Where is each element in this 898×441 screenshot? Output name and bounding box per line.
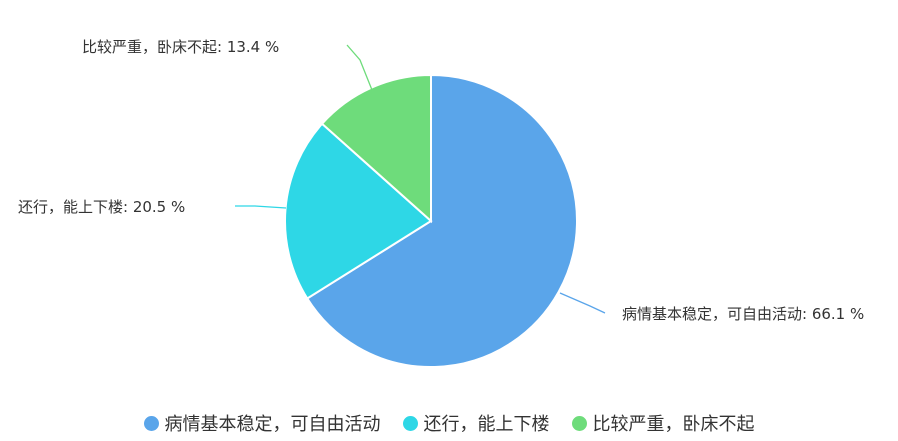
legend-label: 病情基本稳定，可自由活动 <box>164 414 381 435</box>
slice-data-label: 病情基本稳定，可自由活动: 66.1 % <box>622 305 864 323</box>
leader-line <box>346 44 373 91</box>
legend-label: 还行，能上下楼 <box>423 414 550 435</box>
legend-marker <box>571 415 587 431</box>
legend-item-stable[interactable]: 病情基本稳定，可自由活动 <box>143 410 381 436</box>
slice-data-label: 比较严重，卧床不起: 13.4 % <box>82 38 279 56</box>
leader-line <box>235 205 287 209</box>
legend: 病情基本稳定，可自由活动 还行，能上下楼 比较严重，卧床不起 <box>0 410 898 436</box>
legend-marker <box>402 415 418 431</box>
legend-item-severe[interactable]: 比较严重，卧床不起 <box>571 410 755 436</box>
legend-label: 比较严重，卧床不起 <box>592 414 755 435</box>
pie-slice[interactable] <box>284 122 433 300</box>
leader-line <box>559 292 606 314</box>
legend-item-ok[interactable]: 还行，能上下楼 <box>402 410 550 436</box>
pie-slice[interactable] <box>305 73 578 368</box>
slice-data-label: 还行，能上下楼: 20.5 % <box>18 198 185 216</box>
legend-marker <box>143 415 159 431</box>
